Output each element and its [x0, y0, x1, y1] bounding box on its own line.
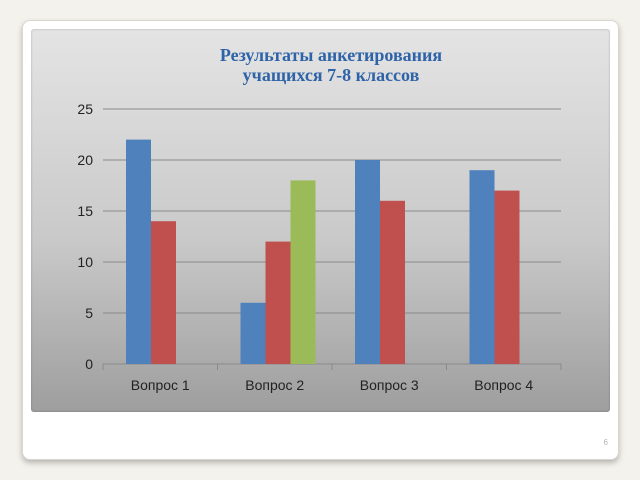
y-tick-label: 10 [77, 254, 93, 270]
slide: Результаты анкетирования учащихся 7-8 кл… [22, 20, 619, 460]
bar [380, 200, 405, 364]
bar-chart: 0 5 10 15 20 25 Вопрос 1 Вопрос 2 Вопрос 3 Вопрос… [77, 101, 562, 393]
chart-title: Результаты анкетирования учащихся 7-8 кл… [161, 45, 501, 85]
y-tick-label: 0 [85, 356, 93, 372]
y-tick-label: 25 [77, 101, 93, 117]
y-tick-label: 5 [85, 305, 93, 321]
page-number: 6 [603, 438, 608, 447]
chart-title-line-1: Результаты анкетирования [219, 45, 443, 65]
x-tick-label: Вопрос 4 [474, 377, 533, 393]
x-tick-label: Вопрос 2 [245, 377, 304, 393]
bar [469, 170, 495, 364]
chart-panel: Результаты анкетирования учащихся 7-8 кл… [31, 29, 610, 412]
y-tick-label: 20 [77, 152, 93, 168]
chart-title-line-2: учащихся 7-8 классов [242, 65, 420, 85]
bar [355, 160, 380, 364]
x-tick-label: Вопрос 1 [131, 377, 190, 393]
bar [126, 139, 151, 364]
bar [494, 190, 520, 364]
x-tick-label: Вопрос 3 [360, 377, 419, 393]
y-tick-label: 15 [77, 203, 93, 219]
bar [151, 221, 176, 364]
bar [290, 180, 316, 364]
bar [240, 302, 266, 364]
bar [265, 241, 291, 364]
